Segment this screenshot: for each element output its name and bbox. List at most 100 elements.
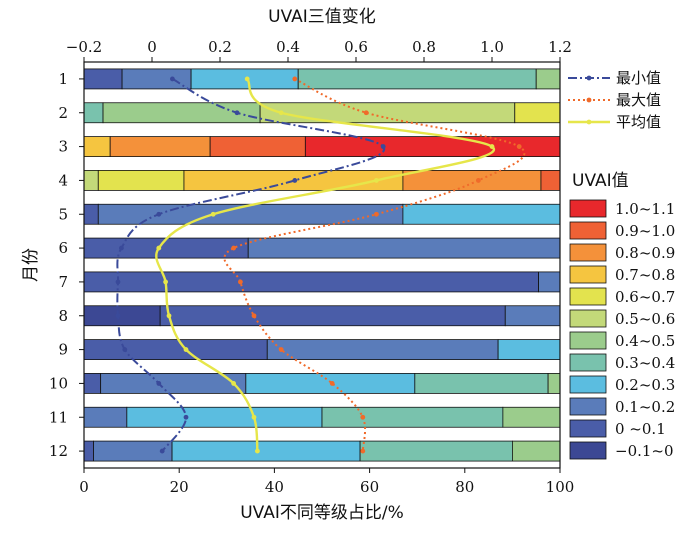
bin-legend-swatch-0 [569, 199, 607, 218]
bin-legend-swatch-4 [569, 287, 607, 306]
top-tick-label-3: 0.4 [276, 38, 300, 56]
series-legend-dot-1 [586, 97, 592, 103]
bottom-tick-label-3: 60 [360, 478, 379, 496]
stacked-bars [83, 68, 561, 462]
bar-segment-m12-3 [359, 440, 513, 462]
bins-legend: 1.0~1.1 0.9~1.0 0.8~0.9 0.7~0.8 0.6~0.7 0.5~0… [569, 199, 675, 460]
series-point-1-1 [363, 110, 369, 116]
bin-legend-swatch-1 [569, 221, 607, 240]
bottom-tick-label-0: 0 [79, 478, 89, 496]
bin-legend-swatch-7 [569, 353, 607, 372]
bin-legend-swatch-8 [569, 375, 607, 394]
bar-segment-m2-3 [514, 102, 561, 124]
month-tick-label-9: 10 [49, 374, 68, 392]
bin-legend-swatch-9 [569, 397, 607, 416]
series-point-1-6 [238, 279, 243, 285]
series-point-2-5 [156, 245, 162, 251]
plot-frame [83, 61, 561, 469]
bin-legend-label-3: 0.7~0.8 [615, 266, 675, 284]
bar-segment-m1-3 [297, 68, 537, 90]
bar-segment-m6-1 [247, 237, 561, 259]
bottom-tick-label-5: 100 [546, 478, 575, 496]
series-point-2-6 [163, 279, 169, 285]
bar-segment-m9-0 [83, 339, 268, 360]
series-point-1-3 [476, 178, 481, 183]
series-point-0-7 [115, 313, 121, 319]
series-legend-label-2: 平均值 [616, 113, 661, 131]
bar-segment-m1-2 [190, 68, 299, 90]
bar-segment-m12-0 [83, 440, 94, 462]
bar-segment-m1-4 [535, 68, 561, 90]
month-tick-label-2: 3 [58, 138, 68, 156]
series-point-0-2 [380, 144, 386, 149]
bin-legend-swatch-2 [569, 243, 607, 262]
bin-legend-label-0: 1.0~1.1 [615, 200, 675, 218]
month-tick-label-1: 2 [58, 104, 68, 122]
bin-legend-swatch-3 [569, 265, 607, 284]
bottom-tick-label-4: 80 [455, 478, 474, 496]
series-point-2-1 [278, 110, 284, 116]
bar-segment-m10-0 [83, 373, 102, 394]
series-point-2-3 [374, 178, 379, 183]
month-tick-label-5: 6 [58, 239, 68, 257]
bin-legend-label-7: 0.3~0.4 [615, 354, 675, 372]
bin-legend-swatch-10 [569, 419, 607, 438]
bar-segment-m3-2 [209, 136, 306, 157]
month-tick-label-0: 1 [58, 70, 68, 88]
bar-segment-m6-0 [83, 237, 249, 259]
top-tick-label-0: −0.2 [66, 38, 102, 56]
bin-legend-label-6: 0.4~0.5 [615, 332, 675, 350]
series-point-1-5 [231, 245, 237, 251]
series-legend-dot-0 [586, 75, 592, 81]
bar-segment-m7-0 [83, 271, 539, 293]
bar-segment-m9-1 [266, 339, 499, 360]
bottom-tick-label-2: 40 [265, 478, 284, 496]
bar-segment-m12-4 [512, 440, 561, 462]
top-tick-label-7: 1.2 [548, 38, 572, 56]
bar-segment-m11-3 [502, 406, 561, 428]
series-point-0-6 [115, 279, 121, 285]
bar-segment-m2-2 [259, 102, 516, 124]
bar-segment-m7-1 [538, 271, 561, 293]
bar-segment-m2-0 [83, 102, 104, 124]
bar-segment-m4-4 [540, 170, 561, 191]
series-line-2 [155, 78, 496, 452]
bin-legend-label-11: −0.1~0 [615, 442, 674, 460]
series-point-2-10 [251, 414, 257, 420]
month-tick-label-8: 9 [58, 341, 68, 359]
bar-segment-m3-3 [304, 136, 561, 157]
series-line-1 [223, 78, 526, 452]
bar-segment-m1-1 [121, 68, 192, 90]
series-point-2-9 [231, 381, 237, 386]
bar-segment-m3-0 [83, 136, 111, 157]
series-point-0-3 [292, 178, 298, 183]
bar-segment-m8-1 [159, 305, 506, 327]
left-axis-title: 月份 [21, 248, 41, 282]
bar-segment-m11-1 [126, 406, 323, 428]
bar-segment-m5-0 [83, 203, 99, 225]
bar-segment-m10-3 [414, 373, 549, 394]
bar-segment-m4-1 [97, 170, 185, 191]
top-axis-ticks: −0.2 0 0.2 0.4 0.6 0.8 1.0 1.2 [66, 38, 572, 62]
bin-legend-label-4: 0.6~0.7 [615, 288, 675, 306]
bar-segment-m11-2 [321, 406, 504, 428]
bar-segment-m4-0 [83, 170, 99, 191]
series-point-0-8 [122, 347, 128, 352]
bar-segment-m4-3 [402, 170, 542, 191]
bar-segment-m11-0 [83, 406, 128, 428]
series-point-0-4 [156, 211, 162, 217]
top-tick-label-5: 0.8 [412, 38, 436, 56]
series-point-0-0 [170, 76, 175, 82]
bins-legend-title: UVAI值 [572, 171, 629, 191]
bar-segment-m10-4 [547, 373, 561, 394]
series-point-2-8 [183, 347, 189, 352]
top-tick-label-6: 1.0 [480, 38, 504, 56]
top-tick-label-4: 0.6 [344, 38, 368, 56]
series-point-1-7 [251, 313, 257, 319]
bar-segment-m8-0 [83, 305, 161, 327]
month-tick-label-6: 7 [58, 273, 68, 291]
month-tick-label-11: 12 [49, 442, 68, 460]
